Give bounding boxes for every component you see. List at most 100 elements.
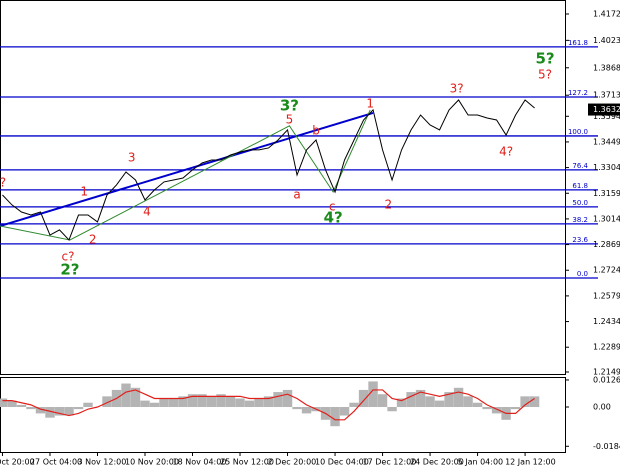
histogram-bar: [263, 396, 274, 408]
wave-label: 2: [384, 197, 392, 211]
y-tick-label: 1.2869: [593, 240, 620, 249]
y-tick-label: 1.2149: [593, 367, 620, 376]
histogram-bar: [349, 402, 359, 408]
histogram-bar: [254, 398, 264, 408]
histogram-bar: [7, 400, 17, 408]
x-tick-label: 24 Dec 20:00: [410, 458, 464, 467]
fib-label: 0.0: [577, 270, 588, 278]
wave-label: 5?: [535, 49, 554, 67]
histogram-bar: [463, 396, 473, 408]
y-tick-label: 1.3449: [593, 137, 620, 146]
histogram-bar: [273, 392, 283, 408]
y-tick-label: 1.3868: [593, 63, 620, 72]
histogram-bar: [396, 398, 407, 408]
last-price-box: [588, 103, 620, 116]
histogram-bar: [121, 383, 131, 408]
x-tick-label: 3 Nov 12:00: [77, 458, 126, 467]
y-tick-label: 0.00: [593, 403, 611, 412]
signal-line: [2, 389, 535, 421]
histogram-bar: [140, 400, 150, 408]
wave-label: 4: [143, 205, 151, 219]
histogram-bar: [482, 407, 492, 410]
histogram-bar: [197, 394, 207, 408]
histogram-bar: [216, 394, 226, 408]
wave-label: ?: [0, 175, 6, 189]
histogram-bar: [225, 396, 236, 408]
trendline: [0, 111, 374, 227]
wave-label: 4?: [499, 145, 513, 159]
histogram-bar: [130, 387, 141, 408]
histogram-bar: [235, 398, 245, 408]
x-tick-label: 18 Nov 04:00: [173, 458, 227, 467]
y-tick-label: 1.4023: [593, 36, 620, 45]
wave-label: c: [329, 199, 336, 213]
fib-label: 127.2: [568, 89, 588, 97]
x-tick-label: 27 Oct 04:00: [30, 458, 82, 467]
histogram-bar: [529, 396, 540, 408]
histogram-bar: [16, 404, 27, 408]
histogram-bar: [387, 407, 397, 412]
wave-label: 2?: [60, 260, 79, 278]
wave-label: 1: [366, 96, 374, 110]
wave-label: c?: [62, 249, 75, 263]
y-tick-label: 1.3159: [593, 189, 620, 198]
histogram-bar: [472, 402, 483, 408]
y-tick-label: 1.2289: [593, 343, 620, 352]
histogram-bar: [64, 407, 74, 416]
trendline: [0, 109, 371, 241]
x-tick-label: 2 Dec 20:00: [268, 458, 317, 467]
y-tick-label: 1.2724: [593, 266, 620, 275]
histogram-bar: [339, 407, 350, 416]
fib-label: 23.6: [572, 236, 588, 244]
histogram-bar: [26, 407, 36, 410]
histogram-bar: [0, 398, 8, 408]
main-frame: [0, 0, 566, 375]
y-tick-label: -0.01841: [593, 442, 620, 451]
histogram-bar: [510, 407, 521, 410]
x-tick-label: 10 Nov 20:00: [125, 458, 179, 467]
y-tick-label: 1.4172: [593, 9, 620, 18]
histogram-bar: [368, 381, 378, 408]
x-tick-label: 17 Dec 12:00: [363, 458, 417, 467]
histogram-bar: [301, 407, 312, 414]
osc-frame: [0, 377, 566, 453]
price-line: [2, 99, 535, 241]
histogram-bar: [45, 407, 55, 418]
x-tick-label: 12 Jan 12:00: [505, 458, 556, 467]
y-tick-label: 1.3014: [593, 214, 620, 223]
histogram-bar: [168, 398, 179, 408]
histogram-bar: [491, 407, 502, 414]
histogram-bar: [83, 402, 93, 408]
wave-label: 1: [80, 185, 88, 199]
last-price-label: 1.3632: [593, 105, 620, 114]
histogram-bar: [206, 396, 217, 408]
wave-label: 3: [128, 151, 136, 165]
x-tick-label: 10 Dec 04:00: [315, 458, 369, 467]
wave-label: 4?: [324, 209, 343, 227]
fib-label: 61.8: [572, 182, 588, 190]
x-tick-label: 25 Nov 12:00: [220, 458, 274, 467]
y-tick-label: 1.2434: [593, 317, 620, 326]
y-tick-label: 1.3713: [593, 91, 620, 100]
fib-label: 161.8: [568, 39, 588, 47]
wave-label: 2: [89, 232, 97, 246]
histogram-bar: [35, 407, 46, 414]
x-tick-label: 20 Oct 20:00: [0, 458, 35, 467]
fib-label: 100.0: [568, 128, 588, 136]
histogram-bar: [425, 396, 435, 408]
histogram-bar: [54, 407, 65, 416]
histogram-bar: [453, 387, 464, 408]
histogram-bar: [244, 400, 255, 408]
fib-label: 38.2: [572, 216, 588, 224]
histogram-bar: [282, 389, 293, 408]
histogram-bar: [73, 407, 84, 410]
wave-label: 5?: [538, 68, 552, 82]
histogram-bar: [330, 407, 340, 427]
y-tick-label: 1.2579: [593, 291, 620, 300]
fib-label: 50.0: [572, 199, 588, 207]
wave-label: b: [312, 123, 320, 137]
histogram-bar: [377, 394, 388, 408]
histogram-bar: [415, 389, 426, 408]
histogram-bar: [406, 392, 416, 408]
histogram-bar: [187, 394, 198, 408]
